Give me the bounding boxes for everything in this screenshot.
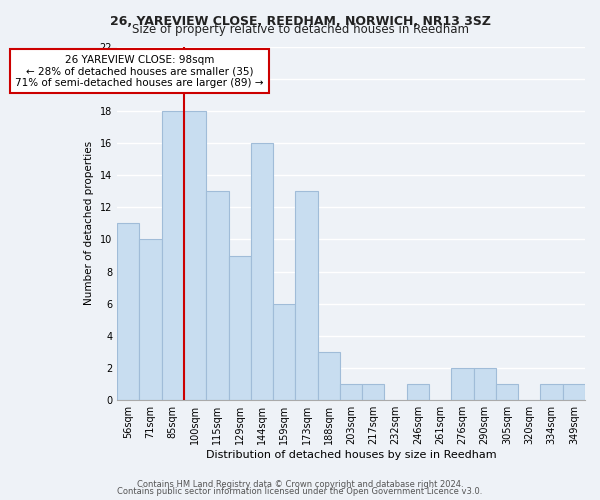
Bar bbox=[251, 143, 273, 400]
Bar bbox=[473, 368, 496, 400]
Bar bbox=[496, 384, 518, 400]
Bar bbox=[340, 384, 362, 400]
Bar bbox=[117, 224, 139, 400]
Bar bbox=[139, 240, 161, 400]
Bar bbox=[407, 384, 429, 400]
Text: Contains public sector information licensed under the Open Government Licence v3: Contains public sector information licen… bbox=[118, 487, 482, 496]
Bar bbox=[229, 256, 251, 400]
Bar bbox=[451, 368, 473, 400]
Y-axis label: Number of detached properties: Number of detached properties bbox=[84, 142, 94, 306]
Bar bbox=[273, 304, 295, 400]
Bar bbox=[295, 191, 317, 400]
Bar bbox=[184, 111, 206, 400]
Bar bbox=[541, 384, 563, 400]
Bar bbox=[161, 111, 184, 400]
Text: Contains HM Land Registry data © Crown copyright and database right 2024.: Contains HM Land Registry data © Crown c… bbox=[137, 480, 463, 489]
Bar bbox=[206, 191, 229, 400]
Text: Size of property relative to detached houses in Reedham: Size of property relative to detached ho… bbox=[131, 22, 469, 36]
Bar bbox=[317, 352, 340, 400]
Bar bbox=[362, 384, 385, 400]
Bar bbox=[563, 384, 585, 400]
X-axis label: Distribution of detached houses by size in Reedham: Distribution of detached houses by size … bbox=[206, 450, 496, 460]
Text: 26 YAREVIEW CLOSE: 98sqm
← 28% of detached houses are smaller (35)
71% of semi-d: 26 YAREVIEW CLOSE: 98sqm ← 28% of detach… bbox=[15, 54, 263, 88]
Text: 26, YAREVIEW CLOSE, REEDHAM, NORWICH, NR13 3SZ: 26, YAREVIEW CLOSE, REEDHAM, NORWICH, NR… bbox=[110, 15, 491, 28]
